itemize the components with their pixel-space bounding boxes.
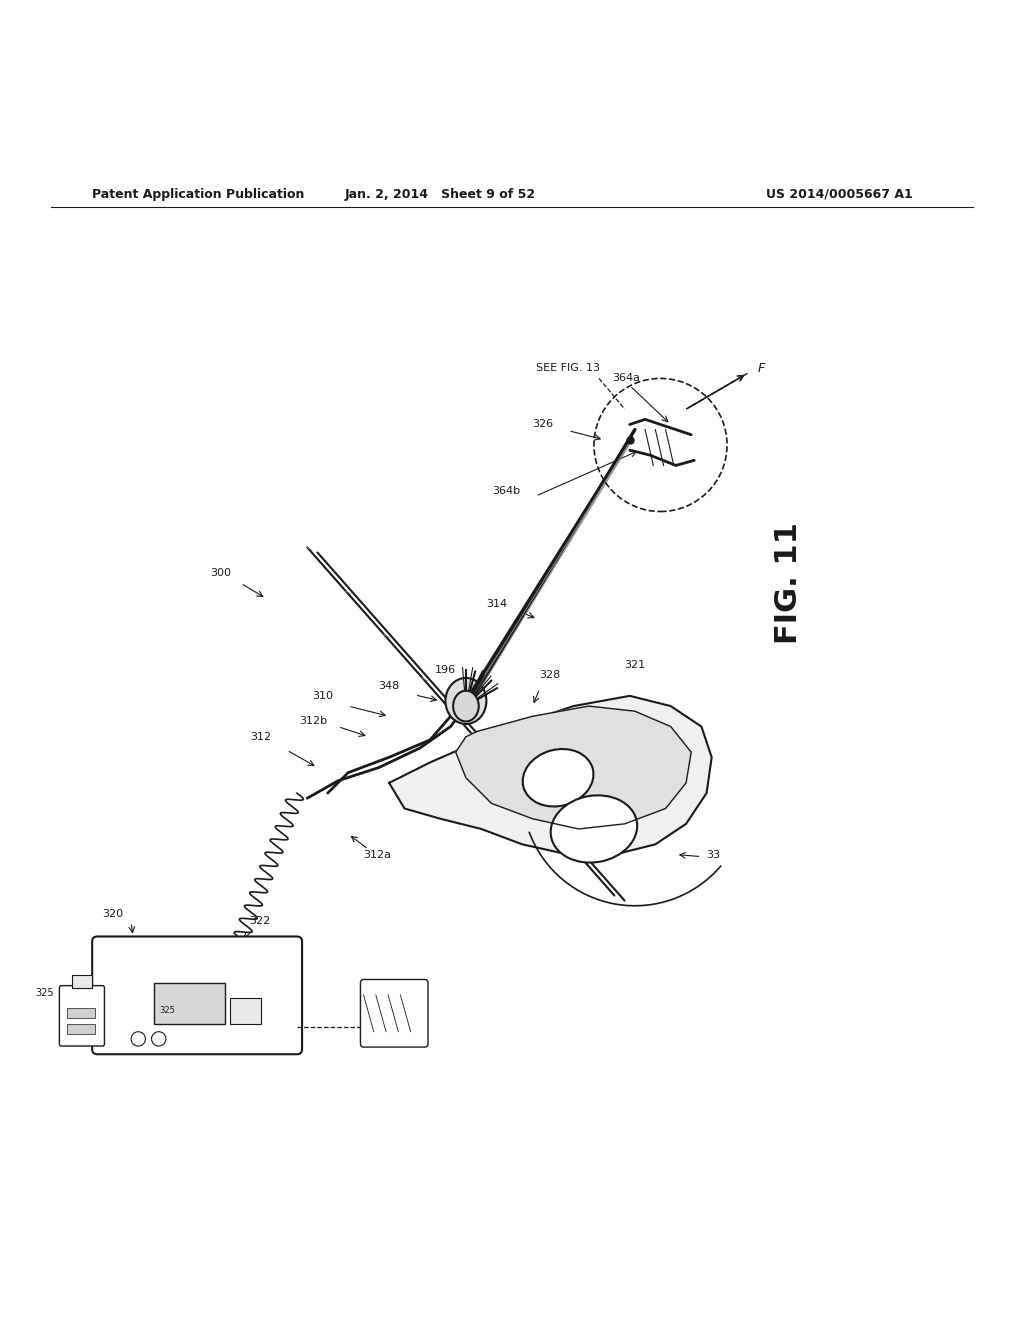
Ellipse shape [551, 796, 637, 862]
FancyBboxPatch shape [360, 979, 428, 1047]
FancyBboxPatch shape [92, 936, 302, 1055]
Text: US 2014/0005667 A1: US 2014/0005667 A1 [766, 187, 913, 201]
FancyBboxPatch shape [59, 986, 104, 1045]
Polygon shape [389, 696, 712, 854]
Bar [154, 982, 225, 1023]
Text: 325: 325 [159, 1007, 175, 1015]
Text: 331: 331 [254, 987, 275, 997]
Text: 322: 322 [249, 916, 270, 927]
Ellipse shape [453, 690, 479, 722]
Text: 300: 300 [210, 568, 231, 578]
Text: 321: 321 [625, 660, 646, 671]
Bar [230, 998, 261, 1023]
Text: Patent Application Publication: Patent Application Publication [92, 187, 304, 201]
Text: 196: 196 [434, 665, 456, 676]
Bar [67, 1008, 95, 1019]
Text: 310: 310 [311, 690, 333, 701]
Text: 329: 329 [404, 985, 426, 995]
Text: 312b: 312b [300, 717, 328, 726]
Ellipse shape [522, 748, 594, 807]
Text: 326: 326 [531, 420, 553, 429]
Text: 320: 320 [101, 909, 123, 919]
Text: 333: 333 [220, 940, 242, 949]
Text: 325: 325 [36, 987, 54, 998]
Text: 325: 325 [159, 1006, 175, 1015]
Text: 328: 328 [540, 671, 561, 680]
Ellipse shape [445, 678, 486, 723]
Text: 348: 348 [378, 681, 399, 690]
Bar [72, 975, 92, 987]
Bar [67, 1023, 95, 1034]
Circle shape [131, 1032, 145, 1045]
Text: 33: 33 [707, 850, 721, 859]
Text: 314: 314 [485, 599, 507, 609]
Text: 312a: 312a [364, 850, 391, 859]
Text: F: F [758, 362, 765, 375]
Text: FIG. 11: FIG. 11 [774, 523, 803, 644]
Text: 364b: 364b [493, 486, 520, 496]
Text: SEE FIG. 13: SEE FIG. 13 [537, 363, 600, 374]
Polygon shape [456, 706, 691, 829]
Circle shape [152, 1032, 166, 1045]
Text: 364a: 364a [612, 374, 640, 383]
Text: Jan. 2, 2014   Sheet 9 of 52: Jan. 2, 2014 Sheet 9 of 52 [345, 187, 536, 201]
Text: 312: 312 [250, 731, 271, 742]
